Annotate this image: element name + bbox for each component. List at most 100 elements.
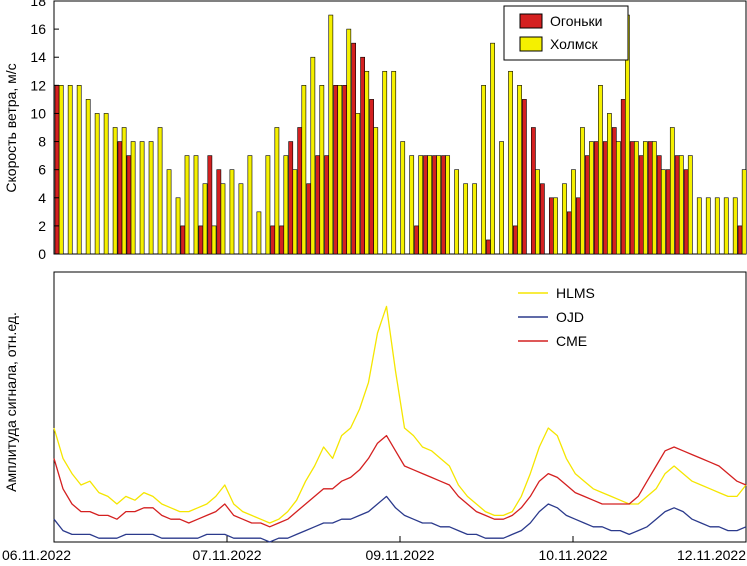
bar-kholmsk [436,155,442,255]
bar-kholmsk [481,85,486,255]
bar-kholmsk [256,211,262,255]
bar-ogonki [207,155,213,255]
bar-kholmsk [580,127,585,255]
wind-speed-legend: Огоньки Холмск [503,5,629,61]
bar-ogonki [737,225,743,255]
bar-kholmsk [58,85,64,255]
bar-kholmsk [517,85,522,255]
bar-kholmsk [732,197,738,255]
bar-kholmsk [310,56,316,255]
bar-kholmsk [112,127,118,255]
bar-kholmsk [202,183,208,255]
signal-x-tick-label: 12.11.2022 [677,547,746,563]
bar-ogonki [656,155,662,255]
bar-ogonki [180,225,186,255]
bar-ogonki [611,127,617,255]
bar-ogonki [414,225,419,255]
bar-kholmsk [678,155,684,255]
bar-ogonki [593,141,599,255]
bar-ogonki [566,211,572,255]
series-line-cme [53,434,747,528]
bar-kholmsk [139,141,145,255]
bar-kholmsk [499,141,504,255]
bar-kholmsk [103,113,109,255]
bar-ogonki [333,85,339,255]
wind-speed-y-tick-label: 12 [30,77,46,93]
wind-speed-y-tick-label: 6 [38,162,46,178]
bar-ogonki [315,155,321,255]
bar-kholmsk [76,85,82,255]
signal-amplitude-y-axis-label: Амплитуда сигнала, отн.ед. [3,312,19,492]
bar-kholmsk [535,169,540,255]
signal-amplitude-panel: 06.11.2022 07.11.2022 09.11.2022 10.11.2022… [2,271,747,563]
bar-kholmsk [157,127,163,255]
bar-kholmsk [687,155,693,255]
bar-ogonki [360,56,365,255]
bar-kholmsk [508,70,513,255]
bar-ogonki [522,99,527,255]
bar-kholmsk [355,113,361,255]
bar-kholmsk [247,155,253,255]
bar-kholmsk [229,169,235,255]
series-line-ojd [53,495,747,543]
bar-ogonki [620,99,626,255]
bar-kholmsk [616,141,621,255]
bar-kholmsk [454,169,459,255]
bar-ogonki [602,141,608,255]
bar-kholmsk [94,113,100,255]
bar-ogonki [539,183,545,255]
signal-x-tick-label: 10.11.2022 [538,547,607,563]
bar-kholmsk [669,127,675,255]
bar-ogonki [486,239,491,255]
bar-kholmsk [598,85,603,255]
wind-speed-y-tick-label: 14 [30,49,46,65]
bar-kholmsk [148,141,154,255]
bar-kholmsk [292,169,298,255]
wind-speed-y-tick-label: 8 [38,134,46,150]
bar-ogonki [647,141,653,255]
bar-ogonki [279,225,285,255]
bar-ogonki [288,141,294,255]
bar-kholmsk [634,141,639,255]
bar-ogonki [513,225,518,255]
wind-speed-y-tick-label: 18 [30,0,46,9]
bar-kholmsk [184,155,190,255]
bar-ogonki [270,225,276,255]
bar-kholmsk [642,141,648,255]
bar-kholmsk [660,169,666,255]
bar-kholmsk [409,155,415,255]
wind-speed-y-tick-label: 4 [38,190,46,206]
wind-speed-y-axis-label: Скорость ветра, м/с [3,63,19,192]
bar-kholmsk [220,183,226,255]
bar-ogonki [674,155,680,255]
bar-kholmsk [238,183,244,255]
bar-ogonki [638,155,644,255]
wind-speed-y-axis: 0 2 4 6 8 10 12 14 16 18 [30,0,59,262]
bar-kholmsk [472,183,477,255]
bar-ogonki [665,169,671,255]
signal-x-tick-label: 07.11.2022 [192,547,261,563]
bar-ogonki [423,155,428,255]
bar-ogonki [126,155,132,255]
bar-kholmsk [301,85,307,255]
wind-speed-y-tick-label: 10 [30,105,46,121]
signal-amplitude-x-axis: 06.11.2022 07.11.2022 09.11.2022 10.11.2022… [2,536,747,563]
bar-kholmsk [166,169,172,255]
bar-ogonki [297,127,303,255]
legend-label-kholmsk: Холмск [550,36,598,52]
bar-kholmsk [427,155,433,255]
legend-label-cme: CME [556,333,587,349]
bar-kholmsk [714,197,720,255]
bar-kholmsk [175,197,181,255]
bar-kholmsk [364,70,370,255]
bar-kholmsk [382,70,388,255]
bar-ogonki [575,197,581,255]
legend-label-ogonki: Огоньки [550,13,602,29]
legend-swatch-ogonki [519,13,543,29]
bar-kholmsk [553,197,558,255]
bar-ogonki [548,197,554,255]
bar-kholmsk [346,28,352,255]
wind-speed-y-tick-label: 2 [38,218,46,234]
bar-kholmsk [274,127,280,255]
